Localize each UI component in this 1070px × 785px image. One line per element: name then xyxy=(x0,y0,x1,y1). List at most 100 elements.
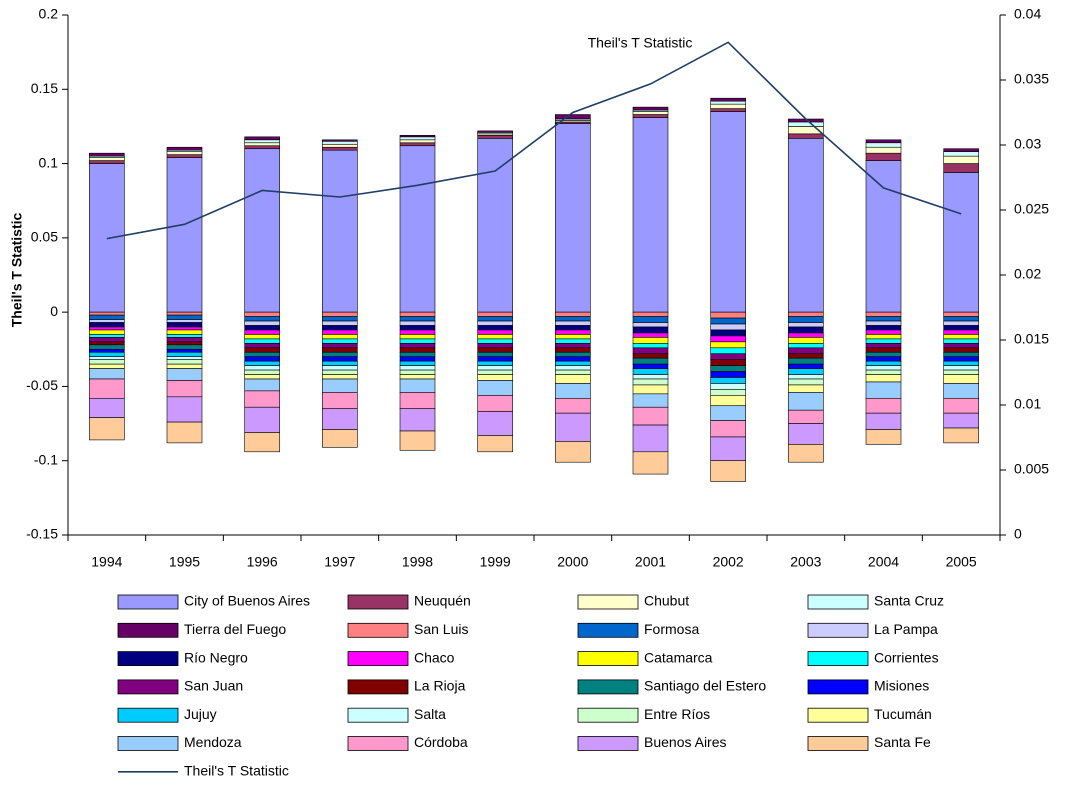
bar-segment xyxy=(322,369,358,375)
bar-segment xyxy=(477,334,513,340)
y2-tick-label: 0.04 xyxy=(1014,6,1041,22)
bar-segment xyxy=(865,351,902,358)
bar-segment xyxy=(322,311,358,317)
bar-segment xyxy=(943,356,979,362)
bar-segment xyxy=(710,371,746,378)
bar-segment xyxy=(710,103,746,109)
bar-segment xyxy=(865,338,902,344)
bar-segment xyxy=(632,106,669,111)
bar-segment xyxy=(865,334,902,340)
bar-segment xyxy=(399,135,436,138)
bar-segment xyxy=(865,142,902,148)
bar-segment xyxy=(710,383,746,390)
bar-segment xyxy=(632,378,669,386)
y-tick-label: -0.05 xyxy=(26,377,58,393)
legend-swatch xyxy=(577,622,639,638)
bar-segment xyxy=(555,369,591,375)
bar-segment xyxy=(555,365,591,371)
bar-segment xyxy=(166,344,203,350)
bar-segment xyxy=(322,149,358,313)
bar-segment xyxy=(477,325,513,331)
bar-segment xyxy=(788,332,824,338)
bar-segment xyxy=(710,359,746,366)
bar-segment xyxy=(244,343,280,349)
bar-segment xyxy=(632,357,669,365)
legend-swatch xyxy=(577,594,639,610)
bar-segment xyxy=(244,145,280,150)
bar-segment xyxy=(89,314,125,320)
legend-swatch xyxy=(807,679,869,695)
bar-segment xyxy=(632,368,669,375)
bar-segment xyxy=(788,363,824,369)
bar-segment xyxy=(632,117,669,313)
bar-segment xyxy=(244,148,280,313)
legend-swatch xyxy=(347,594,409,610)
bar-segment xyxy=(710,335,746,343)
bar-segment xyxy=(788,343,824,349)
y2-tick-label: 0.01 xyxy=(1014,396,1041,412)
bar-segment xyxy=(244,374,280,380)
bar-segment xyxy=(632,363,669,369)
bar-segment xyxy=(166,326,203,331)
bar-segment xyxy=(322,334,358,340)
bar-segment xyxy=(865,356,902,362)
y2-tick-label: 0.02 xyxy=(1014,266,1041,282)
bar-segment xyxy=(788,374,824,380)
bar-segment xyxy=(865,160,902,313)
bar-segment xyxy=(322,408,358,430)
bar-segment xyxy=(788,347,824,355)
bar-segment xyxy=(89,417,125,441)
line-series xyxy=(106,41,962,240)
bar-segment xyxy=(943,412,979,429)
bar-segment xyxy=(710,405,746,421)
bar-segment xyxy=(244,347,280,353)
bar-segment xyxy=(788,444,824,463)
bar-segment xyxy=(632,322,669,328)
bar-segment xyxy=(399,142,436,147)
bar-segment xyxy=(322,343,358,349)
bar-segment xyxy=(399,139,436,144)
bar-segment xyxy=(477,135,513,139)
bar-segment xyxy=(943,148,979,152)
bar-segment xyxy=(788,316,824,323)
bar-segment xyxy=(477,311,513,317)
legend-swatch xyxy=(117,622,179,638)
bar-segment xyxy=(244,406,280,433)
bar-segment xyxy=(943,325,979,331)
bar-segment xyxy=(943,365,979,371)
bar-segment xyxy=(865,325,902,331)
bar-segment xyxy=(399,329,436,335)
legend-swatch xyxy=(117,594,179,610)
bar-segment xyxy=(399,356,436,362)
bar-segment xyxy=(244,311,280,317)
bar-segment xyxy=(865,374,902,383)
bar-segment xyxy=(788,133,824,139)
bar-segment xyxy=(89,341,125,346)
bar-segment xyxy=(632,451,669,475)
bar-segment xyxy=(788,311,824,317)
bar-segment xyxy=(89,344,125,350)
bar-segment xyxy=(943,343,979,349)
bar-segment xyxy=(399,316,436,322)
bar-segment xyxy=(477,360,513,366)
bar-segment xyxy=(710,365,746,372)
bar-segment xyxy=(865,316,902,322)
legend-label: Neuquén xyxy=(414,593,471,609)
x-tick-label: 2004 xyxy=(868,554,899,570)
bar-segment xyxy=(244,136,280,141)
bar-segment xyxy=(555,360,591,366)
legend-swatch xyxy=(577,651,639,666)
bar-segment xyxy=(555,123,591,313)
bar-segment xyxy=(399,369,436,375)
legend-label: La Pampa xyxy=(874,621,938,637)
bar-segment xyxy=(89,152,125,157)
bar-segment xyxy=(555,351,591,358)
bar-segment xyxy=(166,154,203,158)
bar-segment xyxy=(555,338,591,344)
bar-segment xyxy=(943,369,979,375)
x-tick-label: 2002 xyxy=(713,554,744,570)
bar-segment xyxy=(632,374,669,380)
bar-segment xyxy=(477,351,513,358)
bar-segment xyxy=(632,114,669,118)
